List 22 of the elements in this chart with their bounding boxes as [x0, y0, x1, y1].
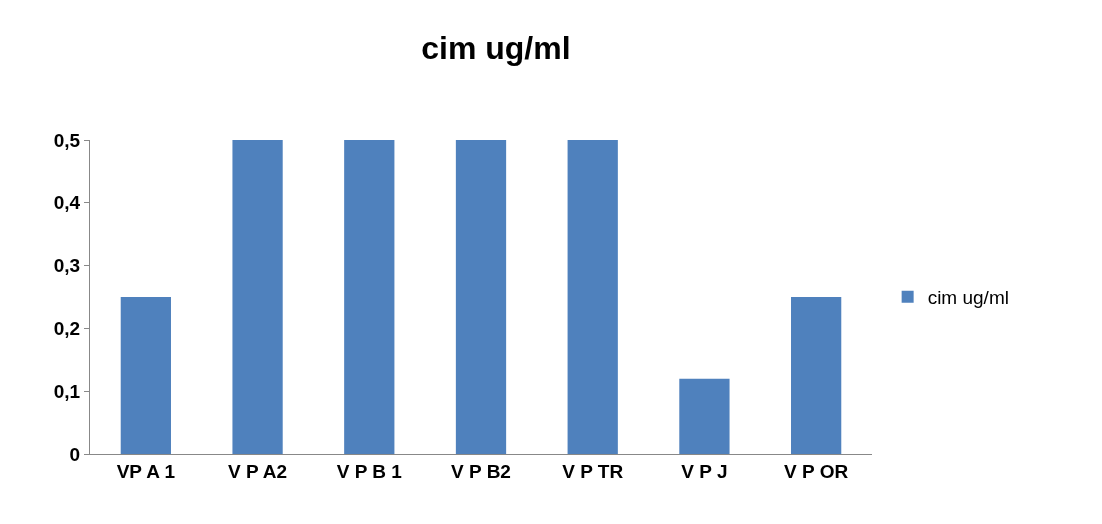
legend-label: cim ug/ml [927, 287, 1009, 309]
x-tick-label: V P TR [562, 460, 624, 482]
bar [232, 140, 283, 454]
y-tick-label: 0,3 [53, 255, 81, 277]
bar [344, 140, 395, 454]
bar [120, 297, 171, 454]
x-tick-label: V P J [681, 460, 728, 482]
y-tick-label: 0,2 [53, 318, 81, 340]
x-tick-label: V P B2 [451, 460, 511, 482]
bar [791, 297, 842, 454]
bar [567, 140, 618, 454]
bar [679, 378, 730, 454]
x-tick-label: VP A 1 [116, 460, 176, 482]
bar [455, 140, 507, 454]
x-tick-label: V P OR [784, 460, 849, 482]
y-tick-label: 0,5 [53, 129, 81, 151]
chart-title: cim ug/ml [421, 30, 571, 67]
y-tick-label: 0 [69, 443, 81, 465]
x-tick-label: V P A2 [227, 460, 288, 482]
y-tick-label: 0,1 [53, 380, 81, 402]
y-tick-label: 0,4 [53, 192, 81, 214]
x-tick-label: V P B 1 [336, 460, 403, 482]
